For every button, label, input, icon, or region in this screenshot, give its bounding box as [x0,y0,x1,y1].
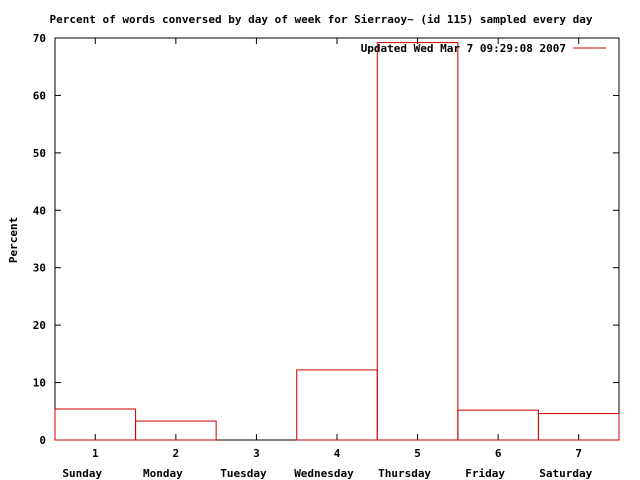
x-category-label-1: Monday [143,467,183,480]
chart-title: Percent of words conversed by day of wee… [49,13,592,26]
x-tick-label-5: 6 [495,447,502,460]
plot-frame [54,37,620,441]
x-tick-label-4: 5 [414,447,421,460]
x-category-label-0: Sunday [62,467,102,480]
bar-monday [135,420,217,441]
y-tick-label-3: 30 [33,262,46,275]
bar-saturday [537,413,620,441]
y-axis-label: Percent [7,217,20,263]
x-tick-label-2: 3 [253,447,260,460]
x-tick-label-1: 2 [173,447,180,460]
y-tick-label-6: 60 [33,89,46,102]
x-tick-label-0: 1 [92,447,99,460]
x-category-label-4: Thursday [378,467,431,480]
x-category-label-5: Friday [465,467,505,480]
y-tick-label-0: 0 [39,434,46,447]
y-tick-label-5: 50 [33,147,46,160]
x-tick-label-6: 7 [575,447,582,460]
bar-thursday [376,42,459,441]
y-tick-label-1: 10 [33,377,46,390]
plot-area: 0 10 20 30 40 50 60 70 1 Sunday 2 Monday 3 Tuesday 4 We… [33,32,620,480]
y-tick-label-4: 40 [33,204,46,217]
legend: Updated Wed Mar 7 09:29:08 2007 [361,42,606,55]
y-tick-label-2: 20 [33,319,46,332]
legend-label: Updated Wed Mar 7 09:29:08 2007 [361,42,566,55]
x-category-label-3: Wednesday [294,467,354,480]
y-tick-label-7: 70 [33,32,46,45]
x-tick-label-3: 4 [334,447,341,460]
x-category-label-6: Saturday [539,467,592,480]
bar-wednesday [296,369,378,441]
x-category-label-2: Tuesday [220,467,267,480]
